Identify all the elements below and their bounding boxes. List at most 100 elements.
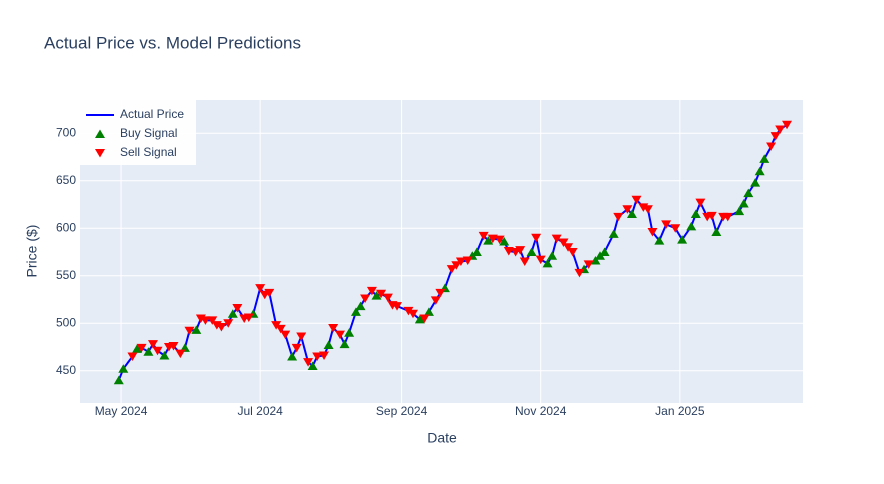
sell-marker	[430, 296, 441, 305]
plot-area	[80, 100, 803, 403]
legend-swatch	[95, 149, 105, 158]
y-tick-label: 500	[56, 315, 76, 329]
sell-marker	[382, 293, 393, 303]
buy-marker	[754, 166, 765, 176]
buy-marker	[626, 209, 637, 218]
marks	[113, 120, 793, 385]
sell-marker	[722, 212, 733, 222]
y-tick-label: 650	[56, 173, 76, 187]
sell-marker	[223, 319, 234, 328]
buy-marker	[471, 247, 482, 256]
buy-marker	[499, 237, 510, 246]
sell-marker	[642, 205, 653, 214]
x-tick-label: Sep 2024	[376, 404, 428, 418]
buy-marker	[547, 251, 558, 260]
buy-marker	[711, 227, 722, 237]
sell-marker	[478, 231, 489, 241]
buy-marker	[113, 375, 124, 385]
legend-label: Buy Signal	[120, 126, 177, 140]
sell-marker	[613, 212, 624, 222]
sell-marker	[419, 314, 430, 323]
sell-marker	[531, 233, 542, 243]
buy-marker	[590, 256, 601, 265]
buy-marker	[483, 236, 494, 245]
buy-marker	[143, 347, 154, 356]
sell-marker	[275, 324, 286, 334]
sell-marker	[360, 294, 371, 304]
sell-marker	[567, 247, 578, 257]
sell-marker	[152, 346, 163, 356]
sell-marker	[695, 198, 706, 208]
sell-marker	[319, 351, 330, 361]
sell-marker	[770, 132, 781, 141]
buy-marker	[750, 178, 761, 187]
sell-marker	[392, 302, 403, 311]
buy-marker	[287, 351, 298, 361]
legend-label: Sell Signal	[120, 145, 177, 159]
sell-marker	[622, 205, 633, 214]
chart-title: Actual Price vs. Model Predictions	[44, 33, 301, 52]
sell-marker	[280, 330, 291, 340]
sell-marker	[766, 142, 777, 152]
sell-marker	[670, 224, 681, 233]
buy-marker	[759, 154, 770, 163]
sell-marker	[168, 342, 179, 351]
sell-marker	[551, 234, 562, 244]
sell-marker	[376, 289, 387, 299]
sell-marker	[312, 352, 323, 361]
y-axis-title: Price ($)	[24, 225, 40, 278]
y-tick-label: 450	[56, 363, 76, 377]
sell-marker	[782, 120, 793, 130]
sell-marker	[232, 304, 243, 313]
buy-marker	[371, 291, 382, 300]
buy-marker	[159, 351, 170, 360]
sell-marker	[462, 256, 473, 266]
sell-marker	[366, 286, 377, 296]
sell-marker	[661, 220, 672, 229]
sell-marker	[303, 358, 314, 367]
sell-marker	[403, 306, 414, 316]
buy-marker	[227, 309, 238, 318]
buy-marker	[738, 199, 749, 208]
sell-marker	[487, 234, 498, 244]
sell-marker	[574, 268, 585, 278]
buy-marker	[599, 247, 610, 256]
sell-marker	[515, 246, 526, 255]
buy-marker	[339, 339, 350, 349]
sell-marker	[335, 330, 346, 340]
sell-marker	[535, 255, 546, 265]
sell-marker	[200, 316, 211, 325]
x-tick-label: May 2024	[95, 404, 148, 418]
buy-marker	[323, 340, 334, 350]
x-axis-title: Date	[427, 430, 457, 446]
sell-marker	[207, 316, 218, 325]
buy-marker	[677, 235, 688, 244]
sell-marker	[175, 349, 186, 359]
sell-marker	[519, 257, 530, 266]
legend-swatch	[95, 129, 105, 138]
sell-marker	[558, 238, 569, 247]
legend: Actual Price Buy Signal Sell Signal	[80, 100, 196, 165]
sell-marker	[147, 340, 158, 349]
buy-marker	[743, 188, 754, 198]
sell-marker	[435, 288, 446, 298]
buy-marker	[526, 247, 537, 256]
sell-marker	[451, 261, 462, 270]
x-tick-label: Jul 2024	[237, 404, 283, 418]
buy-marker	[542, 258, 553, 268]
sell-marker	[255, 284, 266, 293]
buy-marker	[654, 236, 665, 245]
sell-marker	[296, 332, 307, 342]
sell-marker	[446, 265, 457, 274]
sell-marker	[291, 343, 302, 353]
buy-marker	[686, 221, 697, 231]
x-tick-label: Nov 2024	[515, 404, 567, 418]
buy-marker	[690, 209, 701, 218]
sell-marker	[328, 323, 339, 333]
y-tick-label: 600	[56, 220, 76, 234]
sell-marker	[503, 247, 514, 256]
buy-marker	[355, 301, 366, 311]
buy-marker	[414, 314, 425, 324]
sell-marker	[264, 288, 275, 298]
